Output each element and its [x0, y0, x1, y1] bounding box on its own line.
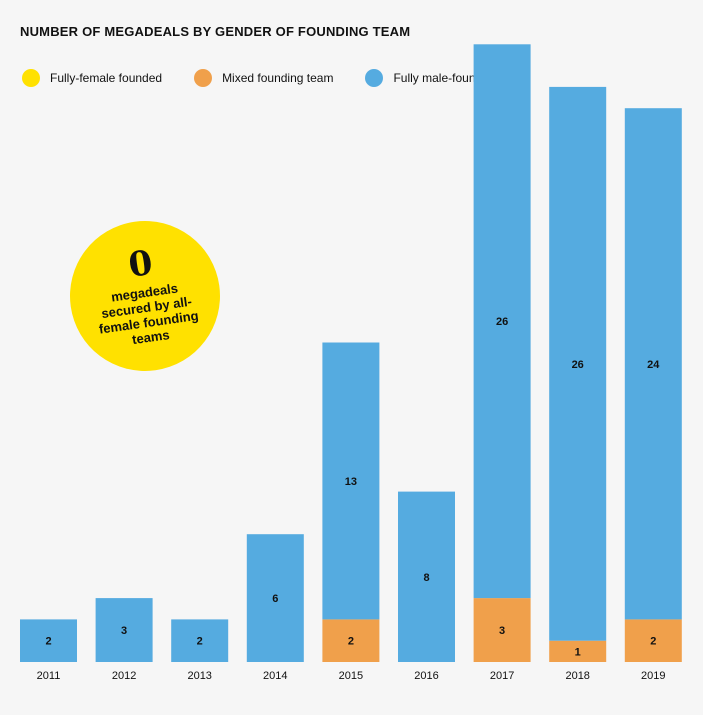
bar-2015-series-1 [322, 619, 380, 662]
legend-swatch-male [365, 69, 384, 87]
data-label-2019-series-2: 24 [647, 359, 660, 371]
x-tick-label-2013: 2013 [187, 670, 211, 682]
data-label-2017-series-1: 3 [499, 625, 505, 637]
data-label-2017-series-2: 26 [496, 316, 508, 328]
x-tick-label-2017: 2017 [490, 670, 514, 682]
data-label-2015-series-1: 2 [348, 636, 354, 648]
bar-2019-series-1 [624, 619, 682, 662]
bar-2016-series-2 [398, 491, 455, 662]
data-label-2012-series-2: 3 [121, 625, 127, 637]
bar-2011-series-2 [20, 619, 77, 662]
legend-swatch-mixed [194, 69, 213, 87]
x-tick-label-2011: 2011 [37, 670, 61, 682]
bar-2017-series-1 [473, 598, 531, 662]
legend-item-male: Fully male-founded [365, 69, 496, 87]
data-label-2018-series-2: 26 [572, 359, 584, 371]
bar-2015-series-2 [322, 342, 380, 620]
bar-2013-series-2 [171, 619, 229, 662]
bar-2014-series-2 [246, 534, 304, 662]
bar-2012-series-2 [95, 598, 153, 662]
legend-label-male: Fully male-founded [393, 71, 496, 85]
legend-label-female: Fully-female founded [50, 71, 163, 85]
x-tick-label-2012: 2012 [112, 670, 136, 682]
data-label-2015-series-2: 13 [345, 476, 357, 488]
chart-title: NUMBER OF MEGADEALS BY GENDER OF FOUNDIN… [20, 24, 411, 39]
legend-item-mixed: Mixed founding team [194, 69, 333, 87]
bar-2019-series-2 [624, 108, 682, 620]
data-label-2014-series-2: 6 [272, 593, 278, 605]
callout-text: megadeals secured by all-female founding… [97, 280, 200, 348]
x-tick-label-2019: 2019 [641, 670, 665, 682]
data-label-2011-series-2: 2 [45, 636, 51, 648]
x-tick-label-2018: 2018 [565, 670, 589, 682]
legend-swatch-female [22, 69, 40, 87]
x-tick-label-2014: 2014 [263, 670, 287, 682]
x-tick-label-2015: 2015 [339, 670, 363, 682]
data-label-2013-series-2: 2 [197, 636, 203, 648]
callout-number: 0 [126, 242, 156, 286]
bar-2018-series-2 [549, 86, 607, 641]
bar-2018-series-1 [549, 640, 607, 662]
legend-item-female: Fully-female founded [22, 69, 162, 87]
data-label-2019-series-1: 2 [650, 636, 656, 648]
x-tick-label-2016: 2016 [414, 670, 438, 682]
legend: Fully-female founded Mixed founding team… [22, 68, 528, 88]
legend-label-mixed: Mixed founding team [222, 71, 334, 85]
data-label-2018-series-1: 1 [575, 646, 581, 658]
data-label-2016-series-2: 8 [423, 572, 429, 584]
bar-2017-series-2 [473, 44, 531, 599]
